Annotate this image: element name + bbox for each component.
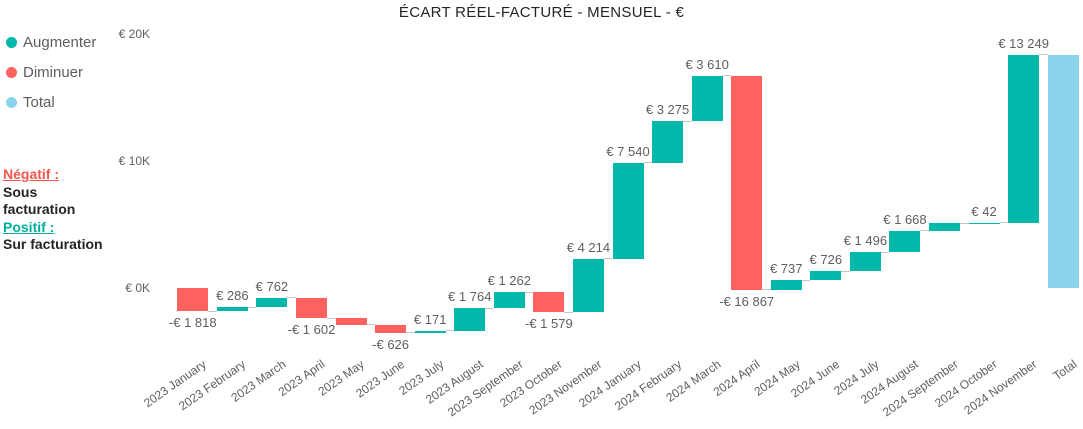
legend-dot-decrease-icon [6,66,17,78]
chart-title: ÉCART RÉEL-FACTURÉ - MENSUEL - € [398,4,685,21]
waterfall-connector [801,279,811,281]
bar-data-label: € 1 496 [843,233,888,249]
waterfall-bar-2024-march[interactable] [691,75,723,122]
bar-data-label: -€ 16 867 [719,293,775,309]
legend-dot-total-icon [6,96,17,108]
bar-data-label: -€ 626 [372,336,410,352]
y-axis-tick-label: € 0K [125,281,150,295]
waterfall-bar-2023-august[interactable] [454,308,486,331]
bar-data-label: -€ 1 579 [525,316,573,332]
bar-data-label: -€ 1 602 [287,322,336,338]
waterfall-connector [445,330,455,332]
waterfall-bar-2024-may[interactable] [770,280,802,290]
waterfall-bar-2024-august[interactable] [889,230,921,253]
annotation-negative-text: Sous facturation [3,183,76,218]
waterfall-bar-2024-april[interactable] [731,75,763,290]
waterfall-connector [999,222,1009,224]
waterfall-bar-2024-september[interactable] [929,223,961,231]
waterfall-bar-2023-february[interactable] [216,307,248,312]
waterfall-connector [247,306,257,308]
waterfall-bar-2023-october[interactable] [533,292,565,313]
waterfall-connector [920,230,930,232]
waterfall-connector [1039,54,1048,56]
legend-label: Diminuer [23,63,84,81]
legend-item-diminuer[interactable]: Diminuer [6,61,96,83]
waterfall-bar-2023-march[interactable] [256,297,288,308]
y-axis-tick-label: € 20K [118,27,150,41]
waterfall-bar-2023-november[interactable] [572,258,604,313]
bar-data-label: € 1 764 [448,289,492,305]
bar-data-label: -€ 1 818 [168,315,217,331]
waterfall-bar-2024-june[interactable] [810,271,842,281]
y-axis-tick-label: € 10K [118,154,150,168]
legend-item-augmenter[interactable]: Augmenter [6,31,96,53]
bar-data-label: € 737 [769,261,803,277]
annotation-positive-heading: Positif : [3,218,55,235]
waterfall-bar-total[interactable] [1047,54,1079,288]
waterfall-bar-2024-july[interactable] [849,252,881,272]
waterfall-bar-2024-november[interactable] [1008,54,1040,223]
waterfall-connector [722,75,732,77]
x-axis-label-2024-november: 2024 November [961,357,1040,418]
bar-data-label: € 3 275 [645,102,690,118]
waterfall-bar-2023-january[interactable] [177,288,209,312]
waterfall-bar-2024-october[interactable] [968,222,1000,224]
bar-data-label: € 13 249 [998,35,1049,51]
annotation-negative-heading: Négatif : [3,166,59,182]
waterfall-connector [564,311,573,313]
legend-item-total[interactable]: Total [6,91,96,113]
annotation-positive-text: Sur facturation [3,236,103,252]
waterfall-connector [841,270,850,272]
bar-data-label: € 726 [809,252,843,268]
bar-data-label: € 1 262 [487,273,531,289]
waterfall-bar-2024-january[interactable] [612,162,644,259]
waterfall-bar-2023-july[interactable] [414,330,446,333]
bar-data-label: € 286 [216,288,249,304]
waterfall-connector [683,120,692,122]
bar-data-label: € 3 610 [685,56,729,72]
waterfall-connector [366,324,376,326]
waterfall-connector [326,317,336,319]
bar-data-label: € 171 [413,311,447,327]
bar-data-label: € 42 [971,203,997,219]
waterfall-connector [960,222,969,224]
annotation-textbox: Négatif : Sous facturation Positif : Sur… [3,166,103,254]
waterfall-bar-2023-june[interactable] [375,324,407,333]
waterfall-connector [643,162,653,164]
waterfall-bar-2023-may[interactable] [335,318,367,325]
waterfall-connector [762,289,771,291]
waterfall-connector [603,258,613,260]
legend-label: Total [23,93,55,111]
waterfall-bar-2023-april[interactable] [295,297,327,319]
bar-data-label: € 4 214 [566,239,611,255]
waterfall-connector [406,332,415,334]
bar-data-label: € 7 540 [606,143,650,159]
waterfall-connector [287,297,296,299]
x-axis-label-total: Total [1050,357,1080,384]
waterfall-connector [208,310,217,312]
chart-legend: Augmenter Diminuer Total [6,31,96,121]
waterfall-connector [524,291,534,293]
waterfall-bar-2023-september[interactable] [493,292,525,309]
legend-dot-increase-icon [6,36,17,48]
waterfall-connector [880,251,890,253]
waterfall-bar-2024-february[interactable] [652,121,684,163]
legend-label: Augmenter [23,33,97,51]
bar-data-label: € 1 668 [883,211,927,227]
waterfall-connector [485,307,494,309]
bar-data-label: € 762 [255,278,289,294]
